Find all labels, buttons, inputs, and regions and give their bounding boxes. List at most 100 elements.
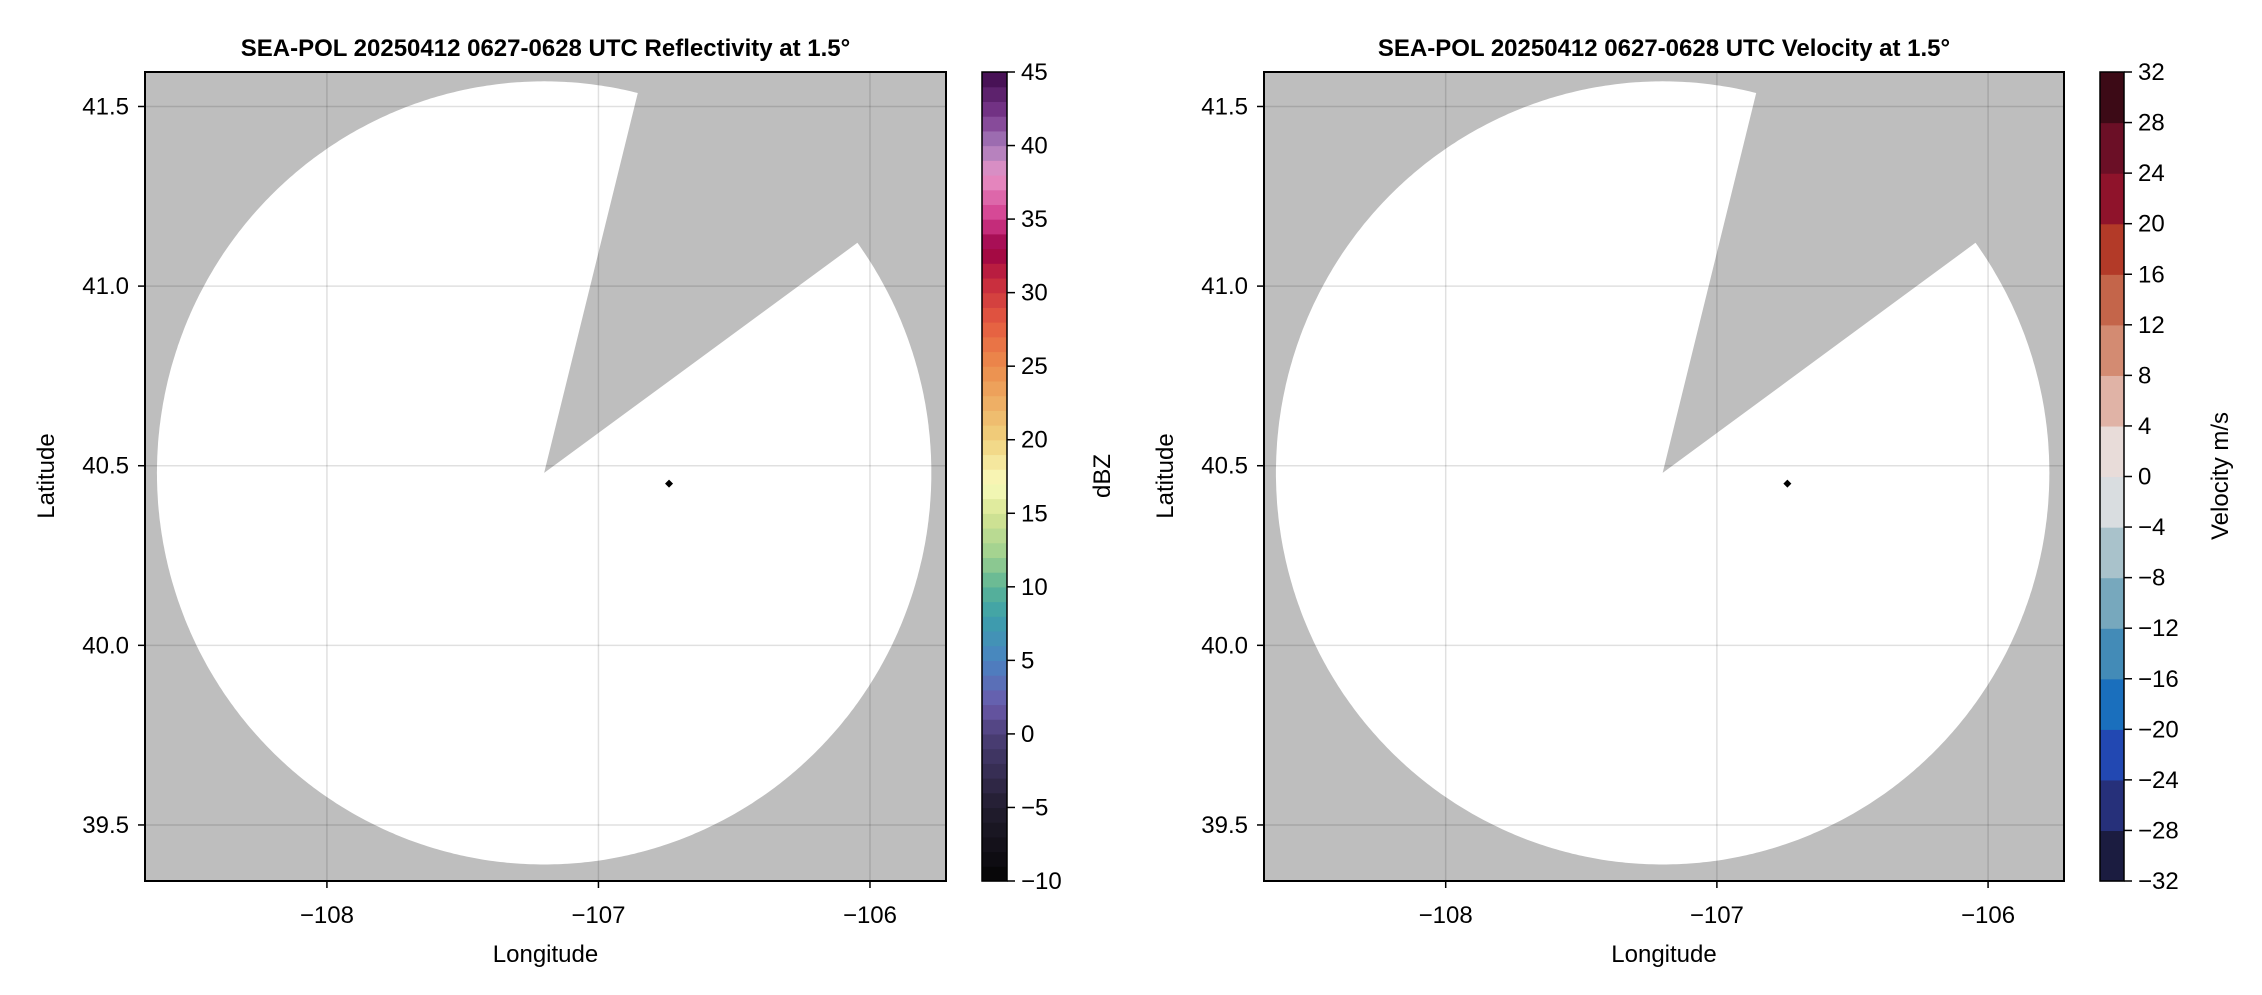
- velocity-colorbar-tick-label: 8: [2138, 362, 2151, 389]
- velocity-colorbar-tick-label: 24: [2138, 160, 2165, 187]
- reflectivity-colorbar-band: [982, 277, 1007, 294]
- reflectivity-colorbar-band: [982, 263, 1007, 279]
- reflectivity-colorbar-band: [982, 292, 1007, 308]
- reflectivity-colorbar-tick-label: −10: [1021, 868, 1062, 895]
- reflectivity-colorbar-band: [982, 439, 1007, 456]
- velocity-colorbar-band: [2100, 375, 2124, 427]
- velocity-colorbar-band: [2100, 274, 2124, 326]
- velocity-colorbar-label: Velocity m/s: [2207, 412, 2234, 540]
- reflectivity-radar-site-marker: [665, 479, 674, 488]
- reflectivity-y-tick-label: 41.5: [82, 93, 129, 120]
- velocity-x-tick-label: −108: [1419, 902, 1473, 929]
- reflectivity-colorbar-label: dBZ: [1089, 454, 1116, 498]
- velocity-colorbar-band: [2100, 729, 2124, 781]
- reflectivity-colorbar-band: [982, 792, 1007, 809]
- velocity-colorbar-band: [2100, 628, 2124, 680]
- velocity-colorbar-tick-label: −8: [2138, 565, 2165, 592]
- reflectivity-colorbar-band: [982, 248, 1007, 264]
- velocity-colorbar-band: [2100, 779, 2124, 832]
- velocity-colorbar-tick-label: 28: [2138, 110, 2165, 137]
- velocity-colorbar-band: [2100, 173, 2124, 225]
- reflectivity-colorbar-band: [982, 189, 1007, 205]
- reflectivity-colorbar-band: [982, 748, 1007, 764]
- reflectivity-colorbar-band: [982, 322, 1007, 338]
- velocity-colorbar-tick-label: −12: [2138, 615, 2179, 642]
- reflectivity-colorbar-band: [982, 851, 1007, 867]
- reflectivity-x-tick-label: −108: [300, 902, 354, 929]
- reflectivity-colorbar-tick-label: 20: [1021, 427, 1048, 454]
- reflectivity-xlabel: Longitude: [493, 941, 598, 968]
- reflectivity-colorbar-tick-label: 10: [1021, 574, 1048, 601]
- velocity-colorbar-band: [2100, 122, 2124, 174]
- velocity-colorbar-tick-label: −20: [2138, 716, 2179, 743]
- reflectivity-colorbar-band: [982, 336, 1007, 353]
- velocity-colorbar-tick-label: 16: [2138, 261, 2165, 288]
- reflectivity-colorbar-tick-label: 5: [1021, 647, 1034, 674]
- velocity-colorbar-tick-label: −28: [2138, 817, 2179, 844]
- velocity-colorbar-tick-label: −24: [2138, 767, 2179, 794]
- reflectivity-x-tick-label: −106: [843, 902, 897, 929]
- reflectivity-panel: −108 −107 −106 39.5 40.0 40.5 41.0 41.5 −10 −5 0 5 1…: [33, 35, 1116, 968]
- reflectivity-colorbar-band: [982, 704, 1007, 720]
- reflectivity-colorbar-band: [982, 72, 1007, 88]
- velocity-colorbar-tick-label: −4: [2138, 514, 2165, 541]
- velocity-colorbar-band: [2100, 527, 2124, 579]
- velocity-x-tick-label: −106: [1961, 902, 2015, 929]
- reflectivity-colorbar-band: [982, 719, 1007, 735]
- reflectivity-colorbar-band: [982, 101, 1007, 117]
- velocity-colorbar-band: [2100, 678, 2124, 730]
- velocity-colorbar-tick-label: 32: [2138, 59, 2165, 86]
- reflectivity-colorbar-band: [982, 778, 1007, 794]
- reflectivity-x-tick-label: −107: [571, 902, 625, 929]
- reflectivity-colorbar-band: [982, 380, 1007, 397]
- reflectivity-colorbar-band: [982, 822, 1007, 838]
- velocity-colorbar-tick-label: 20: [2138, 211, 2165, 238]
- reflectivity-colorbar-band: [982, 675, 1007, 691]
- reflectivity-colorbar-band: [982, 689, 1007, 706]
- reflectivity-colorbar-band: [982, 586, 1007, 603]
- reflectivity-colorbar-band: [982, 763, 1007, 779]
- velocity-colorbar-band: [2100, 425, 2124, 478]
- reflectivity-y-tick-label: 40.5: [82, 453, 129, 480]
- reflectivity-colorbar-tick-label: 35: [1021, 206, 1048, 233]
- velocity-x-tick-label: −107: [1690, 902, 1744, 929]
- velocity-colorbar-tick-label: 0: [2138, 464, 2151, 491]
- reflectivity-colorbar-band: [982, 174, 1007, 191]
- velocity-title: SEA-POL 20250412 0627-0628 UTC Velocity …: [1378, 35, 1950, 62]
- reflectivity-colorbar-band: [982, 645, 1007, 661]
- reflectivity-colorbar-band: [982, 733, 1007, 750]
- reflectivity-colorbar-band: [982, 660, 1007, 676]
- velocity-colorbar-band: [2100, 223, 2124, 275]
- reflectivity-colorbar-band: [982, 527, 1007, 544]
- reflectivity-colorbar-band: [982, 86, 1007, 103]
- reflectivity-colorbar-band: [982, 542, 1007, 558]
- reflectivity-colorbar-band: [982, 513, 1007, 529]
- reflectivity-colorbar-band: [982, 469, 1007, 485]
- reflectivity-colorbar-tick-label: 30: [1021, 280, 1048, 307]
- reflectivity-colorbar-band: [982, 483, 1007, 500]
- velocity-colorbar-tick-label: 12: [2138, 312, 2165, 339]
- reflectivity-colorbar-band: [982, 219, 1007, 235]
- reflectivity-y-tick-label: 39.5: [82, 812, 129, 839]
- reflectivity-colorbar-band: [982, 366, 1007, 382]
- velocity-axes-frame: [1263, 71, 2065, 882]
- reflectivity-colorbar-band: [982, 410, 1007, 426]
- reflectivity-colorbar-tick-label: 25: [1021, 353, 1048, 380]
- velocity-colorbar-tick-label: −16: [2138, 666, 2179, 693]
- reflectivity-y-tick-label: 40.0: [82, 632, 129, 659]
- reflectivity-colorbar-band: [982, 498, 1007, 514]
- reflectivity-title: SEA-POL 20250412 0627-0628 UTC Reflectiv…: [241, 35, 850, 62]
- reflectivity-colorbar-band: [982, 233, 1007, 250]
- reflectivity-colorbar-band: [982, 145, 1007, 161]
- reflectivity-colorbar-tick-label: −5: [1021, 794, 1048, 821]
- velocity-radar-coverage: [1275, 81, 2050, 865]
- velocity-colorbar-tick-label: −32: [2138, 868, 2179, 895]
- reflectivity-ylabel: Latitude: [33, 433, 60, 518]
- velocity-ylabel: Latitude: [1152, 433, 1179, 518]
- reflectivity-colorbar-band: [982, 204, 1007, 220]
- reflectivity-colorbar-band: [982, 866, 1007, 882]
- reflectivity-colorbar-band: [982, 454, 1007, 470]
- reflectivity-colorbar-frame: [981, 71, 1008, 882]
- velocity-colorbar-band: [2100, 577, 2124, 629]
